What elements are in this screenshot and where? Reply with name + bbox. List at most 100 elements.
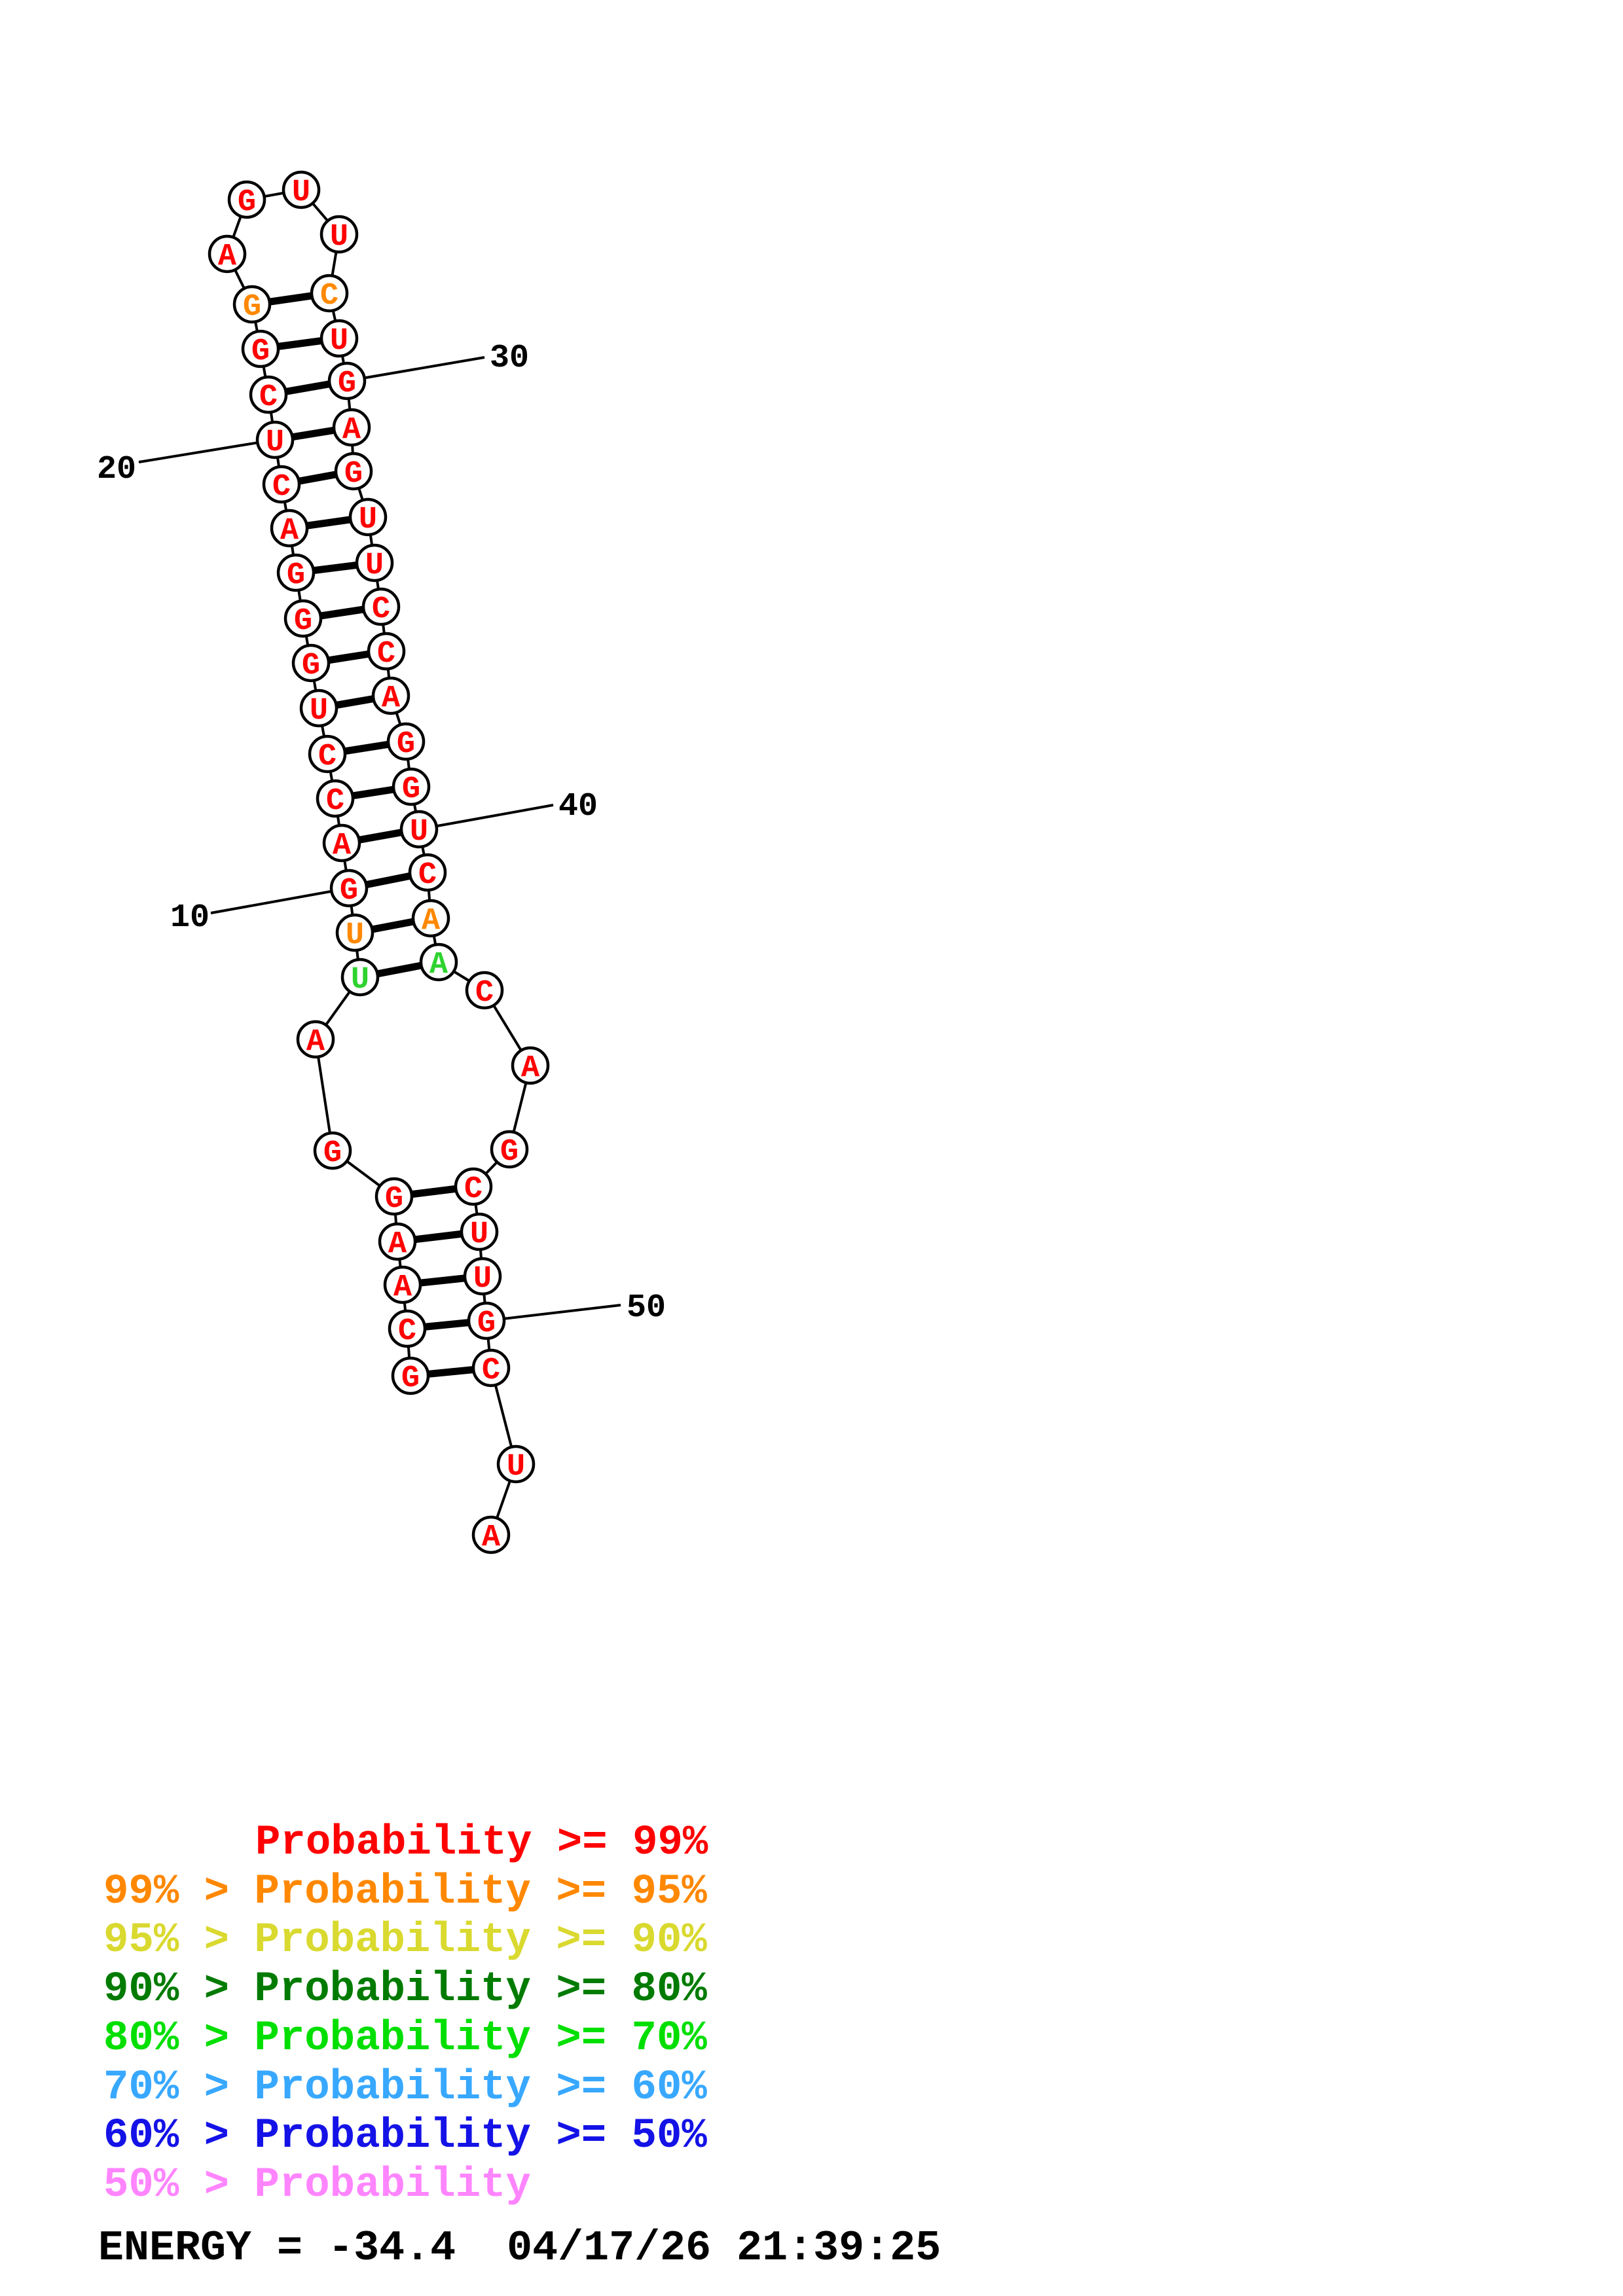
nucleotide-circle bbox=[454, 1167, 493, 1206]
nucleotide-circle bbox=[335, 913, 374, 952]
nucleotide-circle bbox=[511, 1046, 550, 1085]
nucleotide-circle bbox=[334, 452, 373, 491]
nucleotide-circle bbox=[262, 465, 301, 504]
nucleotide-circle bbox=[471, 1515, 511, 1554]
position-label-40: 40 bbox=[558, 788, 598, 825]
nucleotide-circle bbox=[467, 1301, 506, 1340]
nucleotide-circle bbox=[392, 767, 431, 806]
nucleotide-21-C: C bbox=[249, 375, 288, 415]
nucleotide-circle bbox=[348, 497, 388, 537]
nucleotide-circle bbox=[419, 942, 458, 982]
nucleotide-13-C: C bbox=[308, 734, 347, 774]
nucleotide-circle bbox=[270, 509, 309, 548]
nucleotide-letter: C bbox=[418, 858, 437, 893]
nucleotide-5-G: G bbox=[374, 1177, 414, 1217]
nucleotide-26-U: U bbox=[282, 170, 321, 210]
nucleotide-letter: A bbox=[333, 829, 352, 863]
nucleotide-33-U: U bbox=[348, 497, 388, 537]
nucleotide-3-A: A bbox=[383, 1265, 422, 1305]
nucleotide-letter: U bbox=[410, 815, 428, 850]
nucleotide-51-C: C bbox=[471, 1348, 511, 1388]
nucleotide-letter: A bbox=[280, 514, 299, 548]
nucleotide-7-A: A bbox=[296, 1020, 335, 1060]
nucleotide-letter: G bbox=[397, 727, 415, 762]
nucleotide-letter: U bbox=[470, 1217, 488, 1252]
nucleotide-circle bbox=[241, 329, 280, 368]
nucleotide-letter: C bbox=[272, 470, 291, 505]
nucleotide-letter: C bbox=[475, 976, 494, 1011]
legend-row: 90% > Probability >= 80% bbox=[103, 1966, 707, 2013]
nucleotide-circle bbox=[313, 1131, 352, 1170]
position-label-10: 10 bbox=[170, 899, 210, 937]
nucleotide-27-U: U bbox=[319, 215, 359, 255]
nucleotide-letter: U bbox=[351, 963, 369, 997]
nucleotide-circle bbox=[322, 823, 361, 863]
nucleotide-letter: G bbox=[477, 1306, 496, 1341]
nucleotide-11-A: A bbox=[322, 823, 361, 863]
nucleotide-4-A: A bbox=[378, 1222, 417, 1262]
nucleotide-44-C: C bbox=[465, 971, 504, 1011]
nucleotide-letter: C bbox=[377, 637, 395, 672]
nucleotide-6-G: G bbox=[313, 1131, 352, 1171]
nucleotide-circle bbox=[208, 234, 247, 274]
nucleotide-36-C: C bbox=[367, 632, 406, 672]
nucleotide-52-U: U bbox=[496, 1444, 536, 1484]
nucleotide-circle bbox=[329, 869, 369, 908]
nucleotide-circle bbox=[255, 420, 295, 459]
nucleotide-circle bbox=[227, 180, 266, 219]
nucleotide-letter: G bbox=[344, 457, 363, 492]
legend-row: 50% > Probability bbox=[103, 2162, 531, 2209]
nucleotide-circle bbox=[232, 285, 272, 324]
nucleotide-30-G: G bbox=[327, 361, 367, 401]
nucleotide-circle bbox=[340, 958, 380, 997]
nucleotide-letter: C bbox=[318, 740, 337, 774]
label-leader-line bbox=[210, 887, 350, 914]
nucleotide-letter: U bbox=[330, 220, 348, 255]
nucleotide-letter: C bbox=[259, 380, 278, 415]
nucleotide-letter: A bbox=[521, 1051, 540, 1086]
nucleotide-letter: U bbox=[473, 1262, 492, 1297]
nucleotide-circle bbox=[361, 587, 401, 626]
nucleotide-letter: G bbox=[338, 367, 356, 401]
nucleotide-1-G: G bbox=[391, 1356, 430, 1396]
label-leader-line bbox=[138, 439, 276, 463]
nucleotide-circle bbox=[399, 810, 439, 849]
nucleotide-letter: G bbox=[294, 604, 312, 639]
nucleotide-letter: U bbox=[292, 175, 310, 210]
nucleotide-circle bbox=[496, 1444, 536, 1484]
nucleotide-circle bbox=[463, 1257, 502, 1296]
nucleotide-letter: C bbox=[398, 1314, 416, 1349]
nucleotide-circle bbox=[319, 215, 359, 254]
nucleotide-45-A: A bbox=[511, 1046, 550, 1086]
nucleotide-circle bbox=[276, 553, 316, 592]
nucleotide-letter: U bbox=[346, 918, 364, 953]
label-leader-line bbox=[486, 1304, 621, 1322]
nucleotide-circle bbox=[471, 1348, 511, 1388]
nucleotide-circle bbox=[296, 1020, 335, 1059]
position-label-50: 50 bbox=[627, 1289, 666, 1327]
nucleotide-circle bbox=[291, 643, 331, 683]
nucleotide-circle bbox=[490, 1130, 529, 1169]
nucleotide-letter: G bbox=[243, 290, 261, 325]
nucleotide-23-G: G bbox=[232, 285, 272, 325]
nucleotide-letter: G bbox=[340, 874, 358, 908]
nucleotide-9-U: U bbox=[335, 913, 374, 953]
nucleotide-40-U: U bbox=[399, 810, 439, 850]
nucleotide-circle bbox=[367, 632, 406, 671]
nucleotide-letter: A bbox=[429, 948, 448, 982]
nucleotide-letter: G bbox=[500, 1135, 519, 1170]
nucleotide-46-G: G bbox=[490, 1130, 529, 1170]
nucleotide-letter: A bbox=[422, 904, 441, 939]
nucleotide-letter: U bbox=[365, 548, 384, 583]
nucleotide-circle bbox=[327, 361, 367, 401]
nucleotide-letter: A bbox=[342, 413, 361, 448]
nucleotide-circle bbox=[316, 779, 355, 818]
nucleotide-letter: U bbox=[359, 503, 377, 537]
position-label-30: 30 bbox=[490, 340, 529, 377]
nucleotide-2-C: C bbox=[388, 1309, 427, 1349]
legend-row: 95% > Probability >= 90% bbox=[103, 1917, 707, 1964]
nucleotide-28-C: C bbox=[310, 274, 349, 314]
nucleotide-letter: A bbox=[388, 1227, 407, 1262]
nucleotide-39-G: G bbox=[392, 767, 431, 807]
nucleotide-10-G: G bbox=[329, 869, 369, 908]
